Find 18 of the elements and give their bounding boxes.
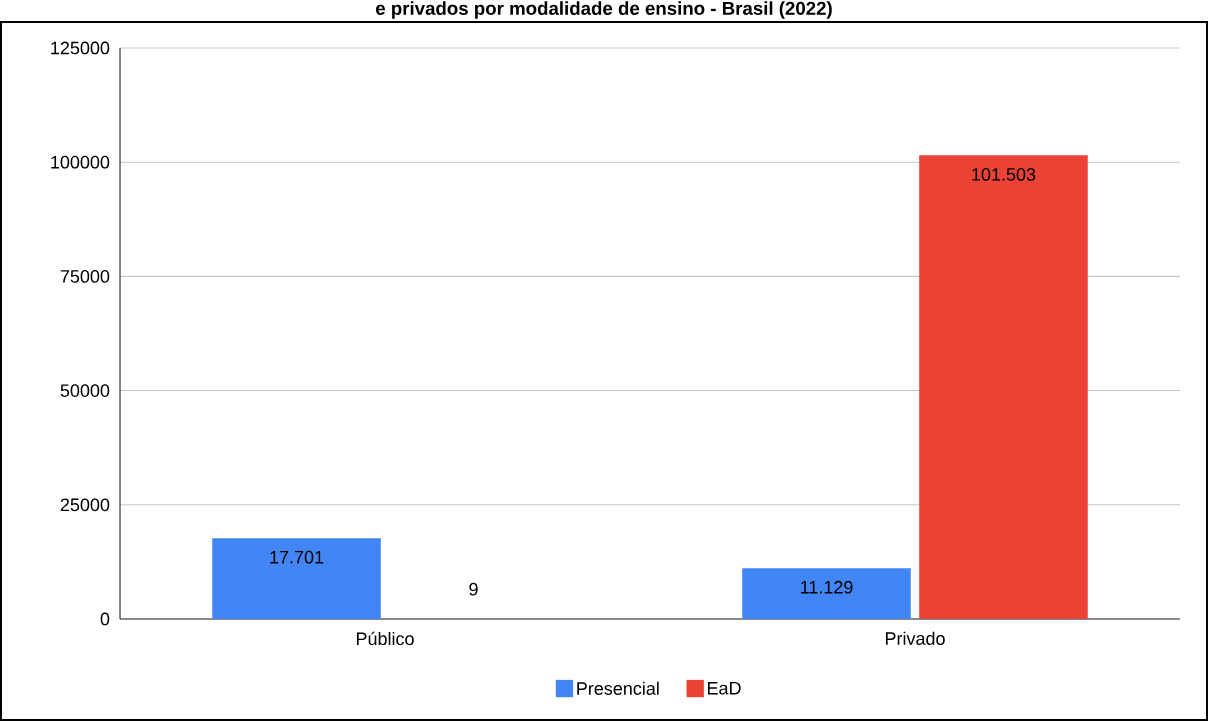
y-tick-label: 50000	[60, 384, 110, 397]
y-tick-label: 75000	[60, 270, 110, 283]
y-tick-label: 125000	[51, 41, 110, 55]
y-tick-label: 100000	[51, 155, 110, 169]
y-tick-label: 25000	[60, 498, 110, 512]
data-label: 17.701	[270, 550, 324, 564]
chart-title: e privados por modalidade de ensino - Brasil (2022)	[376, 1, 832, 19]
legend-label: Presencial	[577, 681, 659, 695]
y-tick-label: 0	[100, 612, 110, 626]
x-tick-label: Privado	[885, 631, 945, 645]
bar	[742, 568, 911, 619]
data-label: 11.129	[801, 580, 853, 594]
legend-label: EaD	[708, 682, 741, 695]
data-label: 9	[469, 582, 478, 596]
x-tick-label: Público	[356, 631, 414, 646]
bar	[919, 155, 1088, 619]
bar	[212, 538, 381, 619]
data-label: 101.503	[972, 168, 1036, 181]
